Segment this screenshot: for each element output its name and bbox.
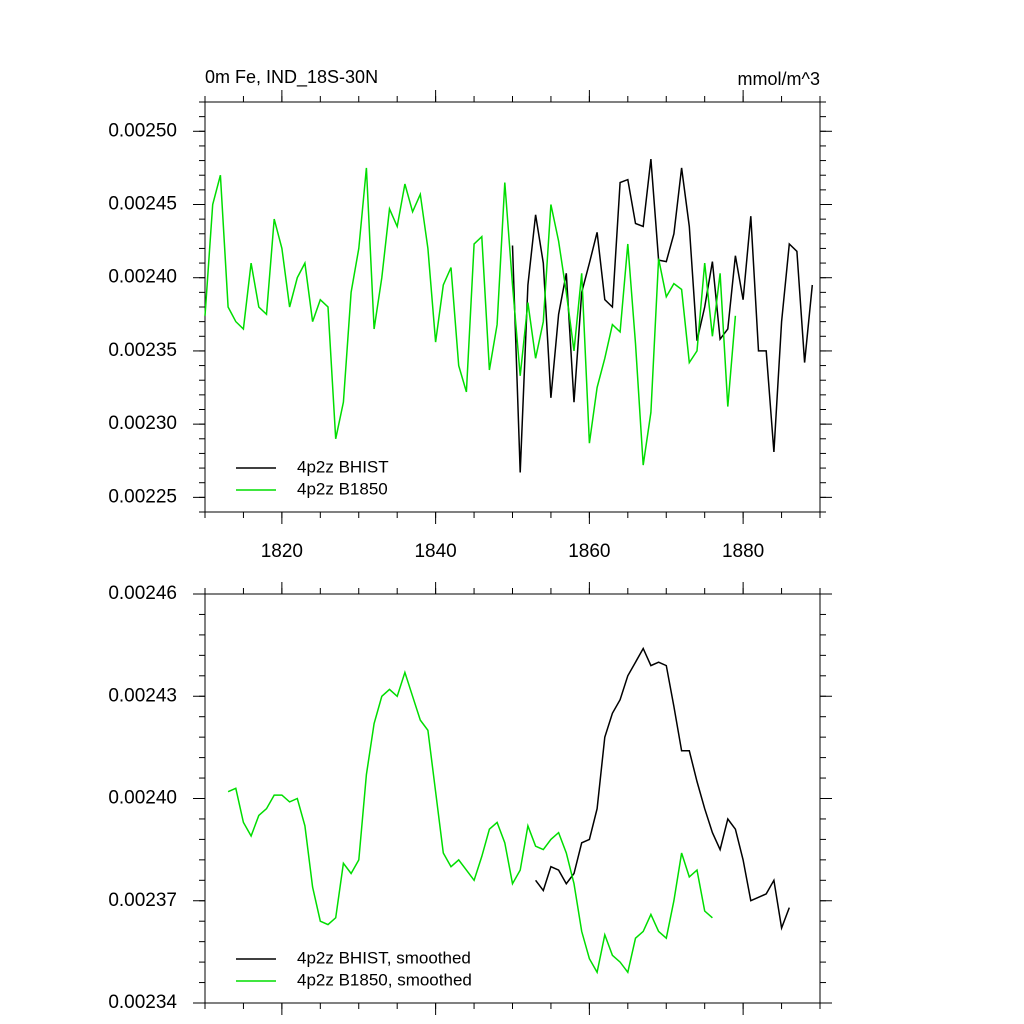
y-tick-label: 0.00237 — [108, 890, 177, 911]
x-tick-label: 1840 — [414, 541, 456, 562]
y-tick-label: 0.00245 — [108, 194, 177, 215]
y-tick-label: 0.00250 — [108, 120, 177, 141]
y-tick-label: 0.00243 — [108, 685, 177, 706]
y-tick-label: 0.00240 — [108, 788, 177, 809]
legend-label: 4p2z BHIST, smoothed — [297, 948, 471, 967]
legend-label: 4p2z B1850, smoothed — [297, 970, 472, 989]
y-tick-label: 0.00234 — [108, 992, 177, 1013]
legend-label: 4p2z B1850 — [297, 479, 388, 498]
y-tick-label: 0.00246 — [108, 583, 177, 604]
y-tick-label: 0.00230 — [108, 413, 177, 434]
y-tick-label: 0.00235 — [108, 340, 177, 361]
series-line — [204, 167, 737, 466]
legend-label: 4p2z BHIST — [297, 457, 389, 476]
x-tick-label: 1820 — [261, 541, 303, 562]
series-line — [511, 159, 814, 473]
units-label: mmol/m^3 — [738, 69, 820, 89]
x-tick-label: 1860 — [568, 541, 610, 562]
chart-title: 0m Fe, IND_18S-30N — [205, 67, 378, 88]
series-line — [227, 669, 713, 975]
x-tick-label: 1880 — [722, 541, 764, 562]
series-line — [535, 646, 791, 931]
y-tick-label: 0.00240 — [108, 267, 177, 288]
plot-frame — [204, 101, 821, 513]
y-tick-label: 0.00225 — [108, 486, 177, 507]
